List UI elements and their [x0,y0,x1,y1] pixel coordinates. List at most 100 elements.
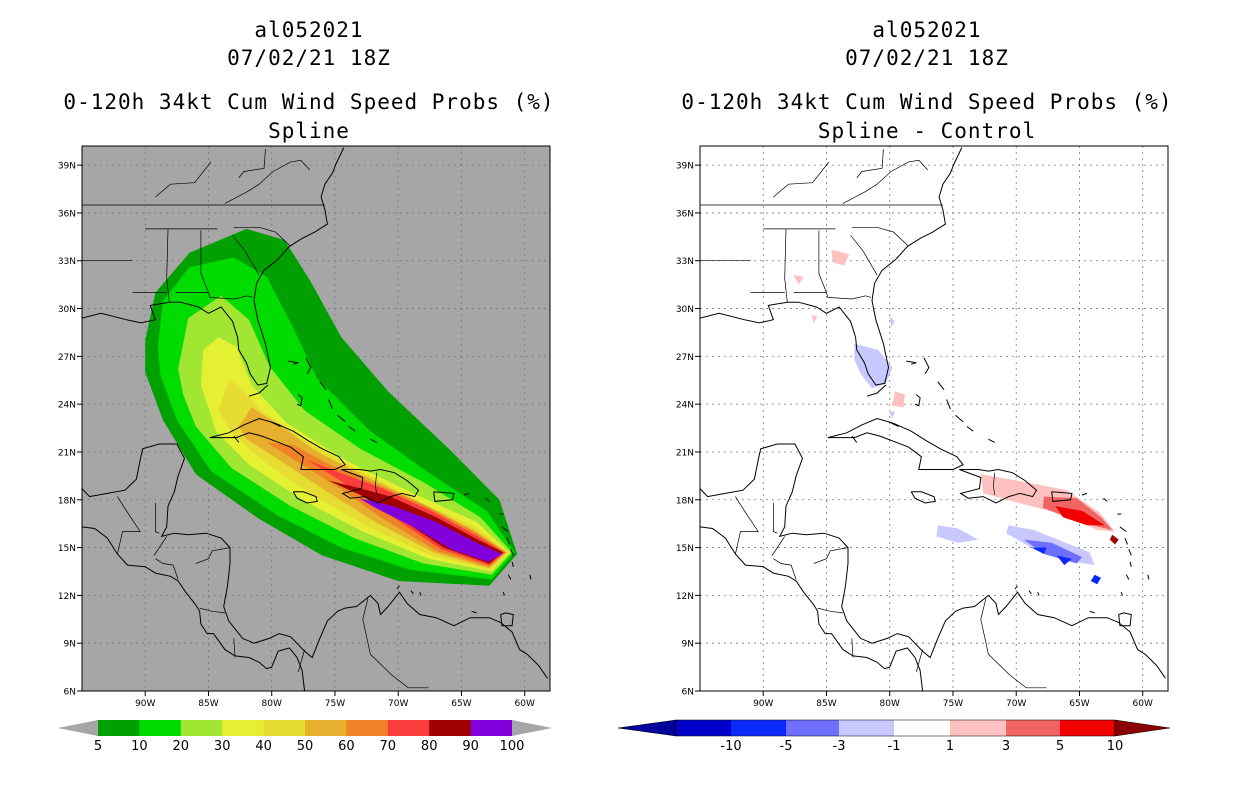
border-16 [195,547,231,564]
border-0 [166,228,170,303]
difference-contour-14 [936,525,979,543]
coastline-4 [959,468,1038,504]
border-1 [200,230,209,293]
product-title: 0-120h 34kt Cum Wind Speed Probs (%) [681,90,1173,114]
colorbar-swatch-7 [1060,720,1116,736]
border-1 [818,230,827,293]
colorbar-swatch-3 [222,720,265,736]
colorbar-under-arrow [58,720,98,736]
island-14 [511,561,514,567]
island-3 [319,381,327,391]
colorbar-swatch-6 [1006,720,1061,736]
difference-contour-7 [892,391,905,408]
island-2 [305,357,312,375]
island-4 [328,399,333,410]
lat-label-33N: 33N [676,257,694,267]
border-19 [915,649,923,672]
border-3 [232,234,260,276]
storm-id-title: al052021 [872,18,982,42]
lat-label-30N: 30N [676,305,694,315]
lon-label-90W: 90W [135,699,155,709]
colorbar-swatch-2 [180,720,223,736]
border-10 [238,149,266,179]
island-17 [502,592,505,596]
colorbar-outline [675,719,1116,737]
difference-contour-6 [793,275,804,285]
lon-label-80W: 80W [880,699,900,709]
map-background [700,146,1168,691]
lat-label-12N: 12N [58,592,76,602]
lat-label-27N: 27N [676,353,694,363]
island-11 [501,526,509,533]
colorbar-swatch-9 [470,720,513,736]
island-8 [463,492,470,496]
island-7 [370,438,377,443]
island-21 [471,610,477,614]
lon-label-65W: 65W [451,699,471,709]
difference-contour-11 [1031,547,1047,554]
colorbar-label-4: 40 [255,739,272,754]
colorbar-label-5: 50 [297,739,314,754]
island-0 [296,394,303,407]
colorbar-label-4: 1 [946,739,954,754]
island-9 [1103,497,1108,502]
colorbar-under-arrow [618,719,677,737]
lat-label-36N: 36N [58,209,76,219]
colorbar-swatch-1 [139,720,182,736]
coastline-0 [700,147,963,386]
colorbar-swatch-5 [950,720,1007,736]
island-20 [1037,592,1040,596]
island-6 [966,426,974,432]
island-16 [1147,574,1150,580]
lat-label-36N: 36N [676,209,694,219]
colorbar-label-9: 90 [462,739,479,754]
variant-title: Spline [268,119,350,143]
lon-label-60W: 60W [515,699,535,709]
lat-label-6N: 6N [64,688,76,698]
lat-label-12N: 12N [676,592,694,602]
difference-contour-5 [831,249,850,266]
lat-label-24N: 24N [58,401,76,411]
lon-label-65W: 65W [1069,699,1089,709]
island-13 [510,549,514,556]
lon-label-70W: 70W [1006,699,1026,709]
coastline-2 [82,526,306,691]
island-8 [1081,492,1088,496]
island-12 [506,537,510,545]
island-11 [1119,526,1127,533]
difference-contour-3 [1055,506,1105,526]
border-13 [773,503,778,534]
coastline-5 [910,491,936,504]
island-21 [1089,610,1095,614]
island-18 [396,585,400,590]
coastline-1 [82,443,548,679]
colorbar-swatch-0 [98,720,140,736]
lon-label-90W: 90W [753,699,773,709]
border-3 [850,234,878,276]
border-14 [155,558,179,580]
island-16 [529,574,532,580]
lat-label-21N: 21N [676,448,694,458]
lat-label-33N: 33N [58,257,76,267]
lon-label-85W: 85W [198,699,218,709]
forecast-time-title: 07/02/21 18Z [227,46,391,70]
island-15 [507,574,512,580]
left-panel: al052021 07/02/21 18Z 0-120h 34kt Cum Wi… [58,18,555,754]
colorbar-swatch-8 [429,720,472,736]
lat-label-9N: 9N [64,640,76,650]
variant-title: Spline - Control [817,119,1037,143]
colorbar-swatch-4 [894,720,951,736]
island-5 [955,414,964,423]
lat-label-39N: 39N [676,162,694,172]
border-16 [813,547,849,564]
colorbar-label-7: 70 [380,739,397,754]
coastline-2 [700,526,924,691]
border-20 [362,598,429,689]
product-title: 0-120h 34kt Cum Wind Speed Probs (%) [63,90,555,114]
island-15 [1125,574,1130,580]
border-12 [735,496,759,555]
border-19 [297,649,305,672]
colorbar-swatch-2 [786,720,840,736]
lat-label-39N: 39N [58,162,76,172]
island-24 [270,421,281,427]
